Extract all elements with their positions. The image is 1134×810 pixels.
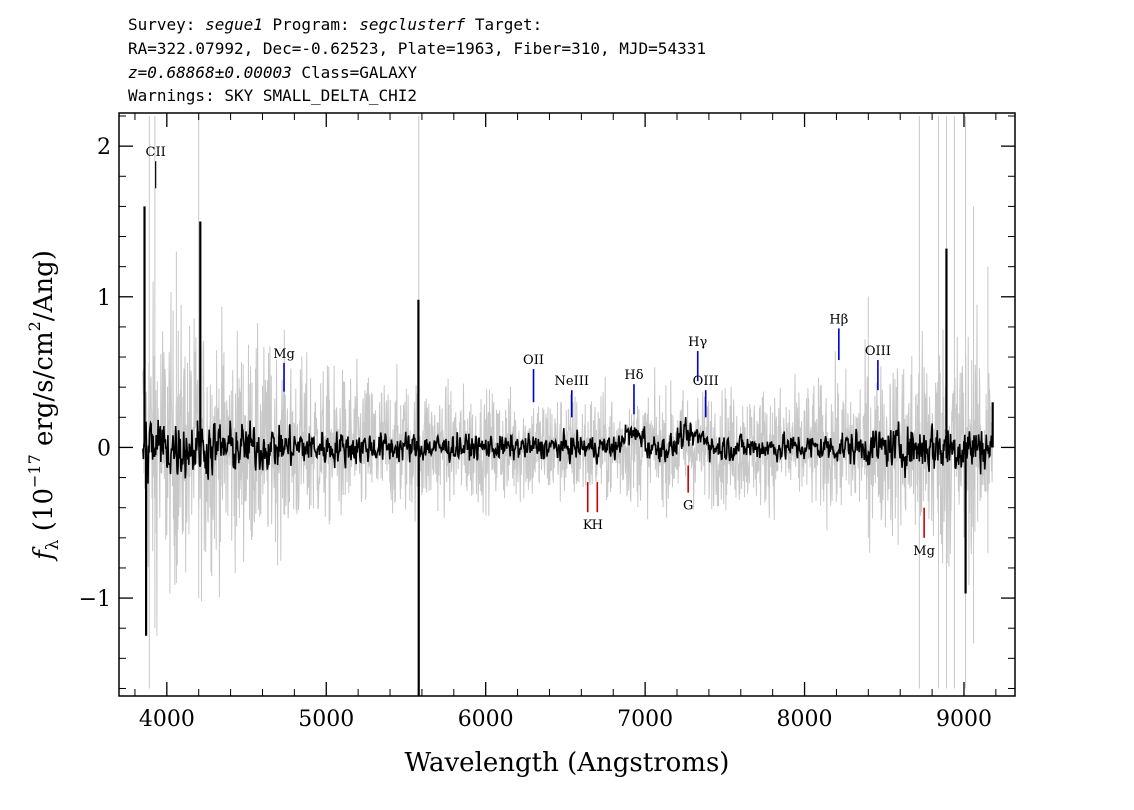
line-marker-label: Mg xyxy=(913,544,935,559)
series-layer xyxy=(142,116,994,696)
line-marker-label: CII xyxy=(146,145,166,160)
line-marker-label: K xyxy=(583,518,593,533)
x-axis-title: Wavelength (Angstroms) xyxy=(405,748,730,778)
axis-ticks: 4000 5000 6000 7000 8000 9000 2 1 0 −1 xyxy=(79,113,1015,732)
x-tick-label: 8000 xyxy=(777,707,833,732)
error-spectrum-line xyxy=(142,281,993,636)
y-title-exp: −17 xyxy=(25,454,44,488)
header: Survey: segue1 Program: segclusterf Targ… xyxy=(128,15,706,105)
plot-area: CII Mg OII NeIII Hδ Hγ OIII Hβ OIII K H G Mg 4000 500… xyxy=(79,112,1016,732)
program-value: segclusterf xyxy=(359,15,465,34)
line-marker-label: Hβ xyxy=(829,312,848,327)
line-marker-label: OIII xyxy=(865,344,891,359)
x-tick-label: 4000 xyxy=(139,707,195,732)
flux-spectrum-line xyxy=(142,417,994,484)
class-value: Class=GALAXY xyxy=(301,63,417,82)
y-tick-label: 1 xyxy=(97,286,111,311)
y-tick-label: 2 xyxy=(97,135,111,160)
y-title-unit-b: /Ang) xyxy=(29,250,59,321)
header-line-1: Survey: segue1 Program: segclusterf Targ… xyxy=(128,15,542,34)
header-line-3: z=0.68868±0.00003 Class=GALAXY xyxy=(128,63,417,82)
y-tick-label: 0 xyxy=(97,436,111,461)
line-marker-label: Hδ xyxy=(624,368,643,383)
line-marker-label: H xyxy=(592,518,603,533)
line-marker-label: NeIII xyxy=(555,374,589,389)
x-tick-label: 9000 xyxy=(936,707,992,732)
target-label: Target: xyxy=(475,15,542,34)
line-marker-label: OIII xyxy=(693,374,719,389)
y-axis-title: fλ (10−17 erg/s/cm2/Ang) xyxy=(25,250,63,562)
y-title-exp2: 2 xyxy=(25,321,44,331)
y-title-open: (10 xyxy=(29,488,59,540)
x-tick-label: 6000 xyxy=(458,707,514,732)
x-tick-label: 5000 xyxy=(298,707,354,732)
y-tick-label: −1 xyxy=(79,587,111,612)
x-tick-label: 7000 xyxy=(617,707,673,732)
plot-frame xyxy=(118,112,1016,697)
line-marker-label: G xyxy=(683,499,693,514)
line-marker-label: Mg xyxy=(273,347,295,362)
y-title-subscript: λ xyxy=(43,539,63,550)
program-label: Program: xyxy=(273,15,350,34)
line-marker-label: Hγ xyxy=(688,335,707,350)
header-line-4: Warnings: SKY SMALL_DELTA_CHI2 xyxy=(128,86,417,105)
line-marker-label: OII xyxy=(523,353,544,368)
line-markers: CII Mg OII NeIII Hδ Hγ OIII Hβ OIII K H G Mg xyxy=(146,145,935,559)
survey-value: segue1 xyxy=(205,15,263,34)
redshift-value: z=0.68868±0.00003 xyxy=(128,63,292,82)
survey-label: Survey: xyxy=(128,15,195,34)
header-line-2: RA=322.07992, Dec=-0.62523, Plate=1963, … xyxy=(128,39,706,58)
y-title-unit-a: erg/s/cm xyxy=(29,331,59,454)
